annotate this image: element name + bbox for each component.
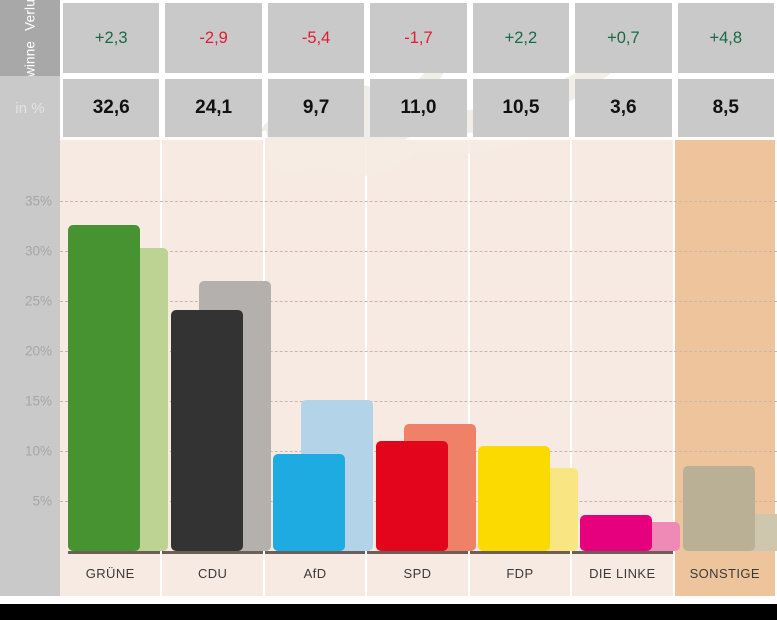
category-label: SPD [367,551,470,596]
gains-label: Gewinne [22,40,38,76]
category-label: FDP [470,551,573,596]
result-value: 3,6 [610,97,637,118]
y-tick-label: 5% [32,493,52,509]
losses-label: Verluste [22,0,38,31]
change-value: -2,9 [199,28,228,47]
y-tick-label: 10% [24,443,52,459]
table-column: -1,7 11,0 [367,0,469,140]
bar-current [477,446,550,551]
y-tick-label: 30% [24,243,52,259]
results-table: +2,3 32,6 -2,9 24,1 -5,4 9,7 -1,7 11,0 +2,2 10,5 +… [60,0,777,140]
gridline [60,301,777,302]
gridline [60,251,777,252]
table-column: +2,2 10,5 [470,0,572,140]
category-label: CDU [162,551,265,596]
gridline [60,401,777,402]
change-value: +0,7 [607,28,640,47]
bar-current [68,225,141,551]
change-cell: +2,2 [472,3,570,73]
result-value: 8,5 [712,97,739,118]
y-tick-label: 20% [24,343,52,359]
axis-rail: Gewinne Verluste in % 35% 30% 25% 20% 15% 10%… [0,0,60,596]
change-value: +2,2 [504,28,538,47]
bar-current [273,454,346,551]
result-value: 9,7 [302,97,330,118]
y-tick-label: 25% [24,293,52,309]
result-cell: 9,7 [267,79,365,137]
change-cell: +0,7 [575,3,672,73]
table-column: +4,8 8,5 [675,0,777,140]
result-value: 24,1 [195,97,233,118]
gridline [60,201,777,202]
result-cell: 11,0 [370,79,467,137]
result-cell: 24,1 [165,79,262,137]
plot-area [60,140,777,596]
y-tick-label: 35% [24,193,52,209]
gains-losses-header: Gewinne Verluste [0,0,60,76]
change-value: -5,4 [301,28,331,47]
change-value: -1,7 [404,28,433,47]
table-column: +0,7 3,6 [572,0,674,140]
unit-label: in % [15,99,45,117]
gridline [60,351,777,352]
bar-current [170,310,243,551]
category-labels: GRÜNE CDU AfD SPD FDP DIE LINKE SONSTIGE [60,551,777,596]
category-label: GRÜNE [60,551,163,596]
y-tick-label: 15% [24,393,52,409]
bar-current [682,466,755,551]
result-cell: 3,6 [575,79,672,137]
result-value: 10,5 [502,97,540,118]
table-column: +2,3 32,6 [60,0,162,140]
bar-current [375,441,448,551]
change-cell: -1,7 [370,3,467,73]
result-cell: 8,5 [677,79,774,137]
change-cell: +2,3 [63,3,160,73]
chart-canvas: Gewinne Verluste in % 35% 30% 25% 20% 15% 10%… [0,0,777,604]
table-column: -2,9 24,1 [162,0,264,140]
change-value: +2,3 [94,28,128,47]
result-value: 32,6 [92,97,130,118]
bar-current [580,515,653,551]
result-value: 11,0 [400,97,437,118]
result-cell: 32,6 [63,79,160,137]
table-column: -5,4 9,7 [265,0,367,140]
category-label: AfD [265,551,368,596]
change-cell: -2,9 [165,3,262,73]
change-cell: -5,4 [267,3,365,73]
change-value: +4,8 [709,28,743,47]
category-label: DIE LINKE [572,551,675,596]
change-cell: +4,8 [677,3,774,73]
result-cell: 10,5 [472,79,570,137]
category-label: SONSTIGE [674,551,777,596]
baseline [68,551,777,554]
